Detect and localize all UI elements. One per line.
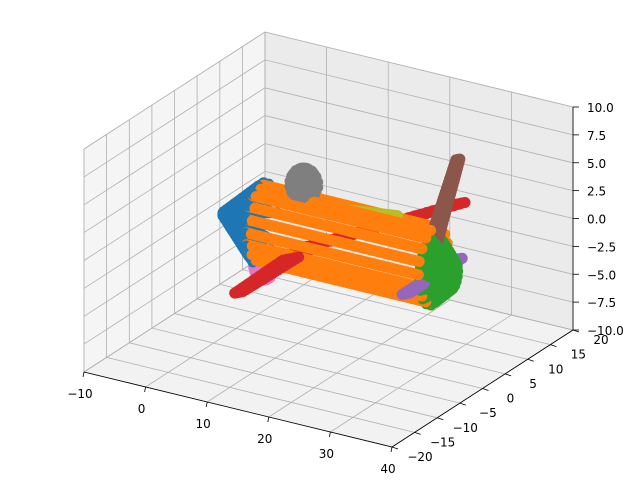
- y-tick-label: 0: [507, 392, 515, 406]
- y-tick-label: 20: [593, 333, 608, 347]
- grid-line-z: [83, 31, 574, 150]
- y-tick: [527, 358, 534, 362]
- x-tick: [82, 371, 85, 378]
- z-tick-label: −2.5: [587, 240, 616, 254]
- y-tick: [414, 431, 421, 435]
- grid-line-z: [83, 59, 574, 178]
- x-tick-label: 10: [196, 417, 211, 431]
- z-tick-label: 0.0: [587, 213, 606, 227]
- fuselage-point: [413, 256, 425, 267]
- y-tick: [437, 417, 444, 421]
- x-tick-label: 40: [380, 462, 395, 476]
- y-tick-label: −15: [430, 435, 455, 449]
- grid-line-z: [83, 170, 574, 289]
- x-tick-label: 0: [138, 402, 146, 416]
- x-axis-line: [83, 371, 393, 448]
- y-tick: [391, 446, 399, 450]
- x-tick: [390, 446, 393, 453]
- y-tick-label: −20: [407, 450, 432, 464]
- z-tick-label: 2.5: [587, 185, 606, 199]
- z-tick-label: −7.5: [587, 296, 616, 310]
- left-wing-point: [237, 286, 249, 297]
- data-points: [217, 153, 471, 311]
- x-tick: [267, 416, 270, 423]
- y-tick-label: 10: [548, 362, 563, 376]
- y-tick: [550, 344, 557, 348]
- y-tick-label: 15: [571, 348, 586, 362]
- fuselage-point: [412, 269, 424, 281]
- z-tick-label: 5.0: [587, 157, 606, 171]
- grid-line-z: [83, 87, 574, 206]
- y-tick-label: −5: [479, 406, 497, 420]
- z-tick-label: 10.0: [587, 101, 614, 115]
- y-tick-label: −10: [453, 421, 478, 435]
- grid-line-z: [83, 143, 574, 261]
- x-tick: [205, 401, 208, 408]
- horizontal-stabilizer-point: [404, 287, 416, 299]
- fuselage-point: [416, 243, 428, 255]
- y-tick: [504, 373, 512, 377]
- x-tick-label: −10: [67, 387, 92, 401]
- vertical-stabilizer-point: [454, 153, 466, 165]
- x-tick: [144, 386, 146, 393]
- grid-line-z: [83, 115, 574, 233]
- x-tick: [329, 431, 331, 438]
- tick-labels: −10010203040−20−15−10−505101520−10.0−7.5…: [67, 101, 623, 476]
- y-tick-label: 5: [529, 377, 537, 391]
- x-tick-label: 30: [319, 447, 334, 461]
- canopy-point: [298, 181, 310, 193]
- x-tick-label: 20: [257, 432, 272, 446]
- y-tick: [459, 402, 467, 406]
- fuselage-point: [420, 232, 432, 244]
- z-tick-label: −10.0: [587, 324, 624, 338]
- y-tick: [482, 388, 489, 391]
- z-tick-label: 7.5: [587, 129, 606, 143]
- z-tick-label: −5.0: [587, 268, 616, 282]
